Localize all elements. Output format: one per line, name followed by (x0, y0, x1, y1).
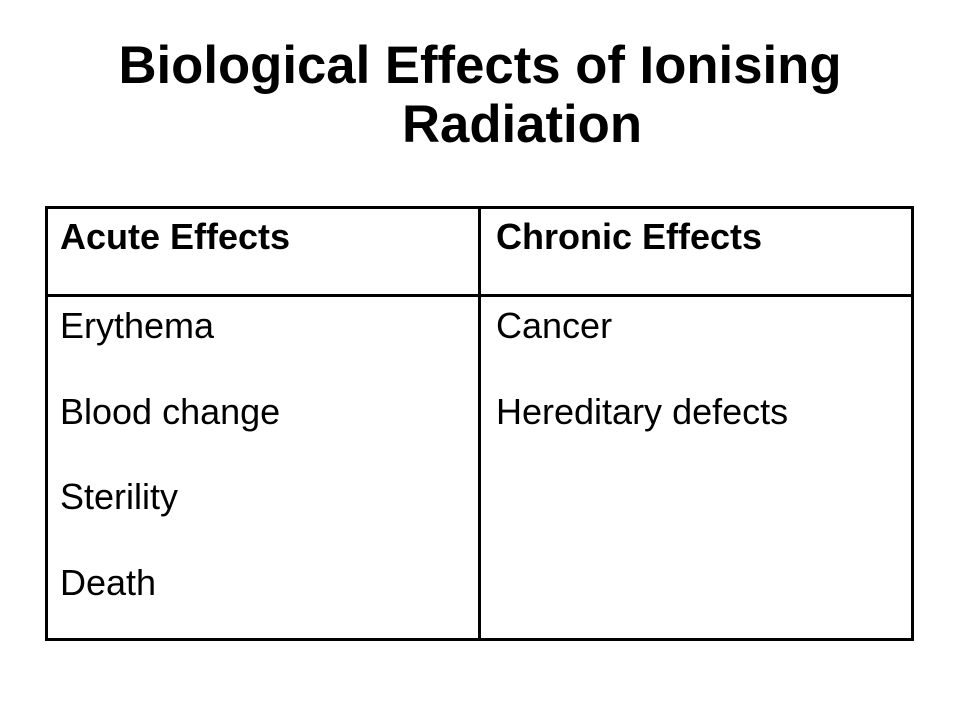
list-item: Hereditary defects (496, 390, 789, 432)
body-cell-chronic-effects: Cancer Hereditary defects (496, 297, 788, 476)
column-divider (478, 209, 481, 638)
list-item: Death (60, 561, 157, 603)
list-item: Sterility (60, 476, 179, 518)
slide-title-line-2: Radiation (401, 95, 643, 154)
header-cell-acute-effects: Acute Effects (60, 215, 291, 257)
list-item: Blood change (60, 390, 281, 432)
list-item: Cancer (496, 305, 613, 346)
header-cell-chronic-effects: Chronic Effects (496, 215, 763, 257)
body-cell-acute-effects: Erythema Blood change Sterility Death (60, 297, 280, 647)
list-item: Erythema (60, 305, 215, 346)
header-row-divider (48, 294, 911, 297)
effects-table: Acute Effects Chronic Effects Erythema B… (45, 206, 914, 641)
slide-title-line-1: Biological Effects of Ionising (118, 36, 842, 95)
